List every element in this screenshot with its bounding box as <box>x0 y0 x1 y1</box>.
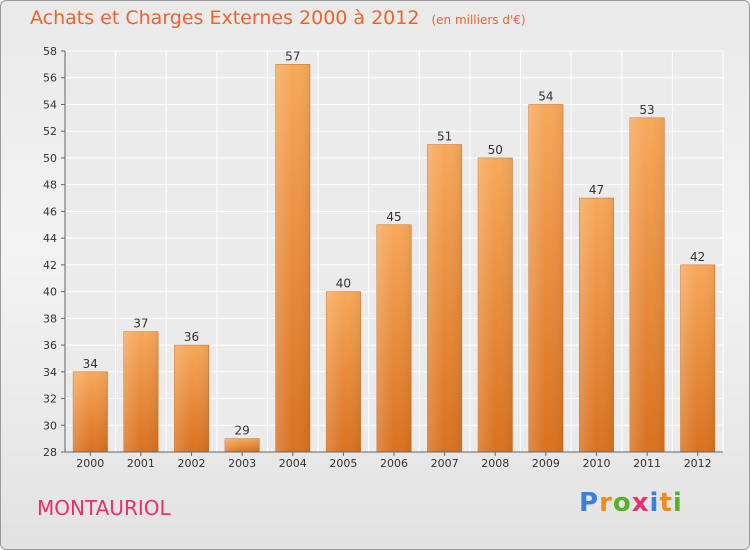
bar-highlight <box>427 144 462 453</box>
x-tick-label: 2011 <box>633 457 661 470</box>
x-tick-label: 2012 <box>684 457 712 470</box>
logo-letter: o <box>612 488 632 518</box>
x-tick-label: 2002 <box>178 457 206 470</box>
bar-highlight <box>376 224 412 452</box>
title-row: Achats et Charges Externes 2000 à 2012 (… <box>30 7 526 29</box>
chart-title: Achats et Charges Externes 2000 à 2012 <box>30 7 420 29</box>
value-label: 36 <box>184 330 199 344</box>
bar-highlight <box>629 117 665 452</box>
logo-letter: t <box>659 488 673 518</box>
bar-highlight <box>275 64 310 452</box>
y-tick-label: 34 <box>43 366 57 379</box>
x-tick-label: 2009 <box>532 457 560 470</box>
value-label: 51 <box>437 130 452 144</box>
y-tick-label: 28 <box>43 446 57 459</box>
y-tick-label: 42 <box>43 259 57 272</box>
proxiti-logo: Proxiti <box>579 488 683 518</box>
value-label: 37 <box>133 317 148 331</box>
x-tick-label: 2010 <box>582 457 610 470</box>
y-tick-label: 40 <box>43 286 57 299</box>
bars <box>72 64 716 453</box>
y-tick-label: 56 <box>43 72 57 85</box>
x-tick-label: 2001 <box>127 457 155 470</box>
x-tick-label: 2006 <box>380 457 408 470</box>
bar-highlight <box>224 438 260 452</box>
logo-letter: r <box>599 488 613 518</box>
value-label: 42 <box>690 250 705 264</box>
bar-highlight <box>680 264 715 452</box>
y-tick-label: 30 <box>43 419 57 432</box>
value-label: 47 <box>589 183 604 197</box>
bar-highlight <box>579 198 614 452</box>
value-label: 40 <box>336 277 351 291</box>
value-label: 53 <box>639 103 654 117</box>
labels: 28 30 32 34 36 38 40 42 44 46 48 50 52 54 56 58 34 2000 37… <box>43 45 712 470</box>
y-tick-label: 44 <box>43 232 57 245</box>
value-label: 54 <box>538 89 553 103</box>
y-tick-label: 32 <box>43 393 57 406</box>
bar-highlight <box>73 371 108 452</box>
y-tick-label: 48 <box>43 179 57 192</box>
bar-highlight <box>528 104 564 452</box>
y-tick-label: 38 <box>43 312 57 325</box>
x-tick-label: 2000 <box>76 457 104 470</box>
logo-letter: i <box>649 488 660 518</box>
axes <box>61 50 723 456</box>
y-tick-label: 52 <box>43 125 57 138</box>
x-tick-label: 2005 <box>329 457 357 470</box>
x-tick-label: 2003 <box>228 457 256 470</box>
x-tick-label: 2004 <box>279 457 307 470</box>
value-label: 45 <box>386 210 401 224</box>
y-tick-label: 54 <box>43 98 57 111</box>
y-tick-label: 36 <box>43 339 57 352</box>
x-tick-label: 2008 <box>481 457 509 470</box>
bar-highlight <box>478 157 513 452</box>
bar-highlight <box>123 331 159 452</box>
y-tick-label: 58 <box>43 45 57 58</box>
y-tick-label: 46 <box>43 205 57 218</box>
commune-name: MONTAURIOL <box>37 496 171 520</box>
bar-highlight <box>326 291 361 452</box>
bar-highlight <box>174 345 209 452</box>
logo-letter: P <box>579 488 600 518</box>
logo-letter: i <box>672 488 683 518</box>
value-label: 34 <box>83 357 98 371</box>
value-label: 29 <box>235 424 250 438</box>
chart-subtitle: (en milliers d'€) <box>431 13 526 27</box>
logo-letter: x <box>631 488 650 518</box>
value-label: 50 <box>488 143 503 157</box>
x-tick-label: 2007 <box>431 457 459 470</box>
y-tick-label: 50 <box>43 152 57 165</box>
value-label: 57 <box>285 49 300 63</box>
